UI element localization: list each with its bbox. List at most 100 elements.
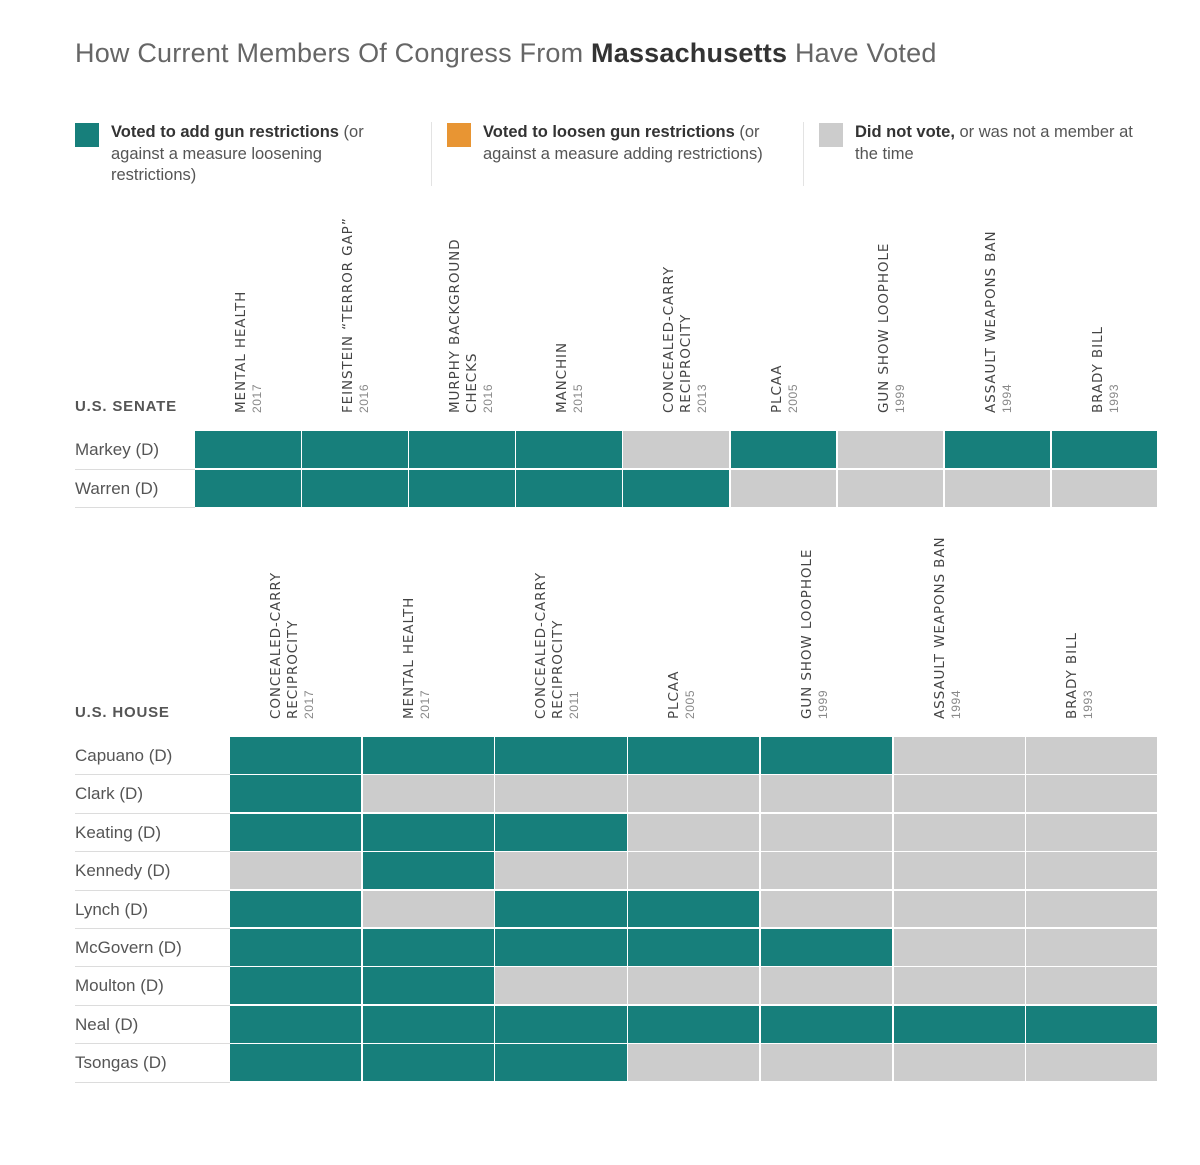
column-year: 2017 <box>250 383 264 413</box>
house-vote-cell <box>230 737 362 774</box>
house-vote-cell <box>1026 1005 1158 1043</box>
column-year: 1993 <box>1106 383 1121 413</box>
legend-swatch-none <box>819 123 843 147</box>
legend-add-bold: Voted to add gun restrictions <box>111 123 339 141</box>
senate-column-header: FEINSTEIN “TERROR GAP” 2016 <box>340 217 372 413</box>
house-vote-cell <box>362 775 494 813</box>
house-vote-cell <box>230 890 362 928</box>
house-vote-cell <box>230 1044 362 1082</box>
legend-add-text: Voted to add gun restrictions (or agains… <box>111 122 401 187</box>
house-vote-cell <box>760 890 893 928</box>
senate-vote-cell <box>837 469 944 507</box>
legend-swatch-loosen <box>447 123 471 147</box>
column-year: 1994 <box>999 383 1014 413</box>
senate-member-label: Warren (D) <box>75 478 159 498</box>
senate-column-header: MURPHY BACKGROUND CHECKS 2016 <box>447 239 496 413</box>
senate-column-header: GUN SHOW LOOPHOLE 1999 <box>876 243 908 413</box>
column-name: MURPHY BACKGROUND <box>447 238 464 413</box>
senate-vote-cell <box>837 431 944 468</box>
column-year: 1994 <box>948 689 963 719</box>
house-vote-cell <box>230 929 362 966</box>
house-column-header: CONCEALED-CARRY RECIPROCITY 2011 <box>533 572 582 719</box>
column-name: BRADY BILL <box>1064 632 1081 719</box>
house-vote-cell <box>230 813 362 851</box>
house-vote-cell <box>495 813 627 851</box>
house-vote-cell <box>362 890 494 928</box>
house-vote-cell <box>362 929 494 966</box>
senate-vote-cell <box>195 431 301 468</box>
senate-vote-cell <box>944 469 1051 507</box>
senate-vote-cell <box>1051 469 1158 507</box>
house-vote-cell <box>495 1005 627 1043</box>
senate-column-header: MENTAL HEALTH 2017 <box>233 291 265 413</box>
senate-column-header: PLCAA 2005 <box>769 365 801 413</box>
house-vote-cell <box>495 1044 627 1082</box>
column-name: BRADY BILL <box>1089 326 1106 413</box>
row-divider <box>75 889 230 891</box>
column-year: 2011 <box>567 690 582 719</box>
house-vote-cell <box>760 1044 893 1082</box>
column-name: RECIPROCITY <box>285 619 301 719</box>
senate-column-header: BRADY BILL 1993 <box>1090 326 1122 413</box>
house-vote-cell <box>893 1044 1025 1082</box>
house-vote-cell <box>628 813 760 851</box>
column-name: CHECKS <box>464 352 481 413</box>
senate-section-label: U.S. SENATE <box>75 398 177 415</box>
row-divider <box>75 812 230 814</box>
senate-vote-cell <box>623 431 730 468</box>
house-vote-cell <box>1026 775 1158 813</box>
legend-add-rest: (or against a measure loosening restrict… <box>111 123 364 184</box>
column-year: 2005 <box>785 383 800 413</box>
house-vote-cell <box>893 737 1025 774</box>
house-member-label: Neal (D) <box>75 1014 139 1034</box>
house-column-header: PLCAA 2005 <box>666 671 698 719</box>
house-member-label: Clark (D) <box>75 784 143 804</box>
column-name: GUN SHOW LOOPHOLE <box>798 548 815 719</box>
house-vote-cell <box>760 967 893 1005</box>
house-vote-cell <box>893 967 1025 1005</box>
house-vote-cell <box>893 852 1025 890</box>
column-year: 2017 <box>302 689 316 719</box>
house-vote-cell <box>628 967 760 1005</box>
house-vote-cell <box>628 890 760 928</box>
house-vote-cell <box>760 813 893 851</box>
house-vote-cell <box>893 813 1025 851</box>
row-divider <box>75 966 230 968</box>
column-name: PLCAA <box>768 364 785 413</box>
house-vote-cell <box>628 1044 760 1082</box>
column-name: CONCEALED-CARRY <box>661 266 678 413</box>
legend-divider <box>431 122 432 186</box>
senate-vote-cell <box>730 431 837 468</box>
house-vote-cell <box>495 775 627 813</box>
house-member-label: Kennedy (D) <box>75 861 171 881</box>
house-vote-cell <box>1026 967 1158 1005</box>
senate-column-header: ASSAULT WEAPONS BAN 1994 <box>983 231 1015 413</box>
house-vote-cell <box>760 737 893 774</box>
house-vote-cell <box>1026 890 1158 928</box>
column-name: PLCAA <box>666 670 683 719</box>
house-vote-cell <box>362 1044 494 1082</box>
house-column-header: ASSAULT WEAPONS BAN 1994 <box>932 537 964 719</box>
house-vote-cell <box>628 929 760 966</box>
senate-vote-cell <box>623 469 730 507</box>
house-vote-cell <box>628 1005 760 1043</box>
row-divider <box>75 468 195 470</box>
house-member-label: Capuano (D) <box>75 746 173 765</box>
house-member-label: McGovern (D) <box>75 938 182 957</box>
legend-none-bold: Did not vote, <box>855 123 955 141</box>
title-state: Massachusetts <box>591 38 788 68</box>
house-member-label: Keating (D) <box>75 822 161 842</box>
house-vote-cell <box>495 890 627 928</box>
house-vote-cell <box>628 737 760 774</box>
row-divider <box>75 1043 230 1045</box>
house-vote-cell <box>495 929 627 966</box>
house-member-label: Moulton (D) <box>75 976 164 996</box>
house-member-label: Lynch (D) <box>75 899 149 919</box>
house-vote-cell <box>760 929 893 966</box>
house-vote-cell <box>760 1005 893 1043</box>
column-name: MANCHIN <box>554 342 571 413</box>
senate-vote-cell <box>302 469 408 507</box>
house-vote-cell <box>362 852 494 890</box>
column-name: CONCEALED-CARRY <box>533 572 550 719</box>
house-vote-cell <box>1026 737 1158 774</box>
